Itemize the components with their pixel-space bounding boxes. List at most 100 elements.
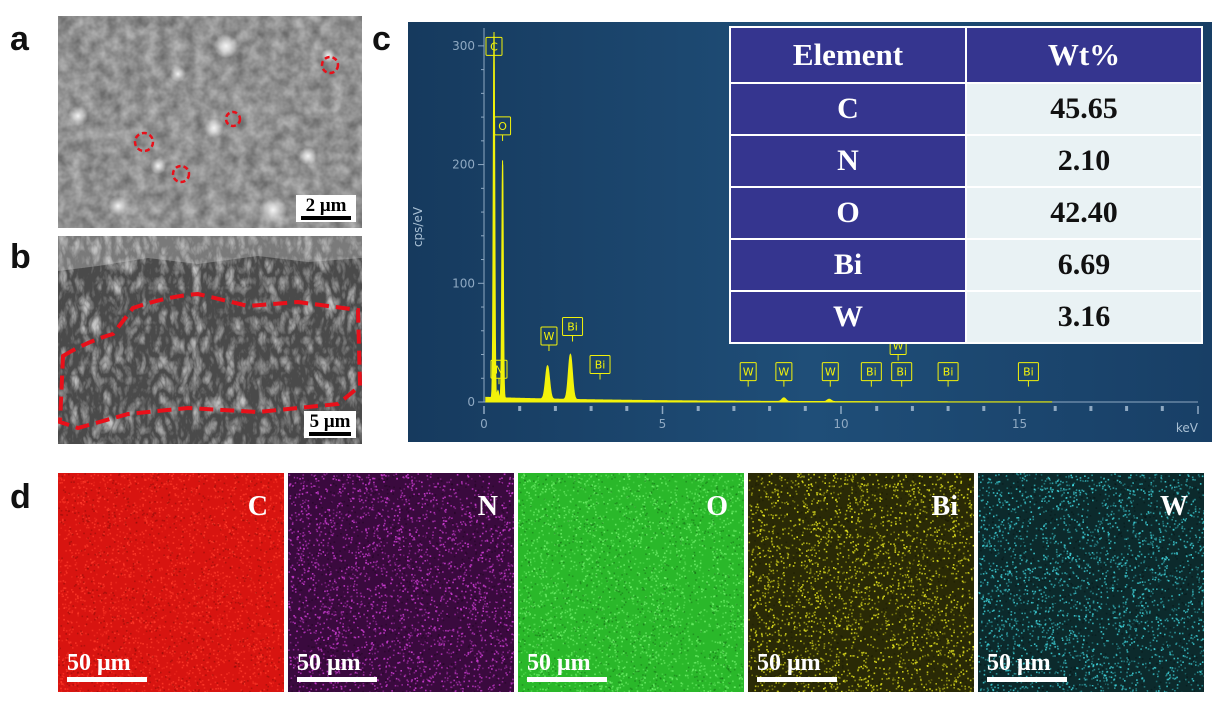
map-dot <box>247 586 249 588</box>
map-dot <box>371 661 373 663</box>
map-dark-dot <box>255 519 257 521</box>
map-dark-dot <box>78 522 81 524</box>
map-dark-dot <box>266 663 268 665</box>
map-dot <box>205 667 207 669</box>
map-dot <box>226 673 228 675</box>
map-dark-dot <box>125 630 128 632</box>
map-dot <box>71 611 73 614</box>
map-dot <box>103 533 105 535</box>
map-dot <box>199 523 202 526</box>
map-dot <box>223 661 225 664</box>
map-dot <box>442 531 444 534</box>
map-dot <box>102 576 104 578</box>
map-dark-dot <box>152 514 155 517</box>
map-dot <box>222 688 225 691</box>
map-dot <box>164 638 167 641</box>
map-dot <box>141 618 143 620</box>
map-dot <box>315 561 318 564</box>
map-dot <box>260 673 262 676</box>
map-dot <box>61 481 63 484</box>
map-dot <box>107 671 109 673</box>
map-dot <box>210 666 213 669</box>
map-dark-dot <box>154 636 157 639</box>
map-dot <box>203 578 206 581</box>
map-dot <box>350 500 352 502</box>
map-dot <box>101 635 104 637</box>
map-dot <box>327 638 329 640</box>
map-dot <box>191 572 193 574</box>
map-dot <box>479 557 481 559</box>
map-dot <box>382 615 385 618</box>
map-dark-dot <box>82 574 84 576</box>
map-dark-dot <box>106 659 109 662</box>
map-dot <box>123 523 125 526</box>
map-dark-dot <box>134 653 136 655</box>
map-dot <box>68 533 70 536</box>
map-dot <box>63 501 65 504</box>
map-dot <box>283 602 284 605</box>
map-dark-dot <box>214 524 216 526</box>
map-dot <box>75 598 77 600</box>
map-dot <box>126 657 129 659</box>
map-dot <box>174 487 176 490</box>
map-dot <box>298 608 300 611</box>
map-dark-dot <box>120 646 122 648</box>
map-dot <box>183 490 186 493</box>
map-dot <box>269 504 271 507</box>
map-dot <box>273 662 275 664</box>
map-dot <box>188 533 191 535</box>
map-dot <box>277 516 280 519</box>
map-dot <box>166 503 169 506</box>
map-dot <box>224 543 227 545</box>
map-dot <box>356 595 358 598</box>
map-dot <box>393 544 395 546</box>
map-dot <box>255 614 258 616</box>
map-dot <box>66 502 68 505</box>
map-dot <box>275 502 278 504</box>
map-dark-dot <box>148 579 151 581</box>
map-dot <box>160 577 163 580</box>
map-dot <box>180 631 183 634</box>
map-dot <box>214 481 216 483</box>
map-dot <box>178 626 181 628</box>
map-dot <box>302 482 305 485</box>
map-dot <box>65 506 67 509</box>
map-dot <box>435 671 438 674</box>
map-dot <box>224 523 226 526</box>
map-dot <box>109 559 112 562</box>
map-dot <box>145 479 147 481</box>
map-dot <box>69 669 71 672</box>
map-dot <box>486 511 488 514</box>
map-dot <box>256 638 259 641</box>
map-dot <box>438 664 440 666</box>
map-dot <box>409 483 411 485</box>
map-dark-dot <box>268 490 270 492</box>
map-dot <box>443 637 445 640</box>
map-dot <box>432 534 434 536</box>
map-dot <box>303 548 305 550</box>
map-dot <box>106 623 108 626</box>
map-dot <box>232 596 234 598</box>
map-dot <box>63 629 65 631</box>
map-dark-dot <box>142 509 144 512</box>
map-dot <box>454 661 457 664</box>
map-dot <box>227 638 229 640</box>
map-dot <box>288 603 290 605</box>
map-dot <box>215 688 217 690</box>
map-dark-dot <box>172 621 175 624</box>
map-dot <box>158 539 160 542</box>
map-dot <box>300 553 303 555</box>
map-dot <box>210 607 212 610</box>
map-dot <box>420 603 423 605</box>
map-dark-dot <box>130 617 133 619</box>
map-dot <box>193 535 195 538</box>
map-dot <box>228 531 231 533</box>
map-dot <box>97 565 99 567</box>
map-dot <box>243 682 246 685</box>
map-dark-dot <box>149 681 151 684</box>
map-dot <box>78 552 80 554</box>
map-dot <box>184 563 187 565</box>
map-dot <box>62 519 64 522</box>
map-dark-dot <box>163 689 165 691</box>
map-dot <box>241 548 244 551</box>
